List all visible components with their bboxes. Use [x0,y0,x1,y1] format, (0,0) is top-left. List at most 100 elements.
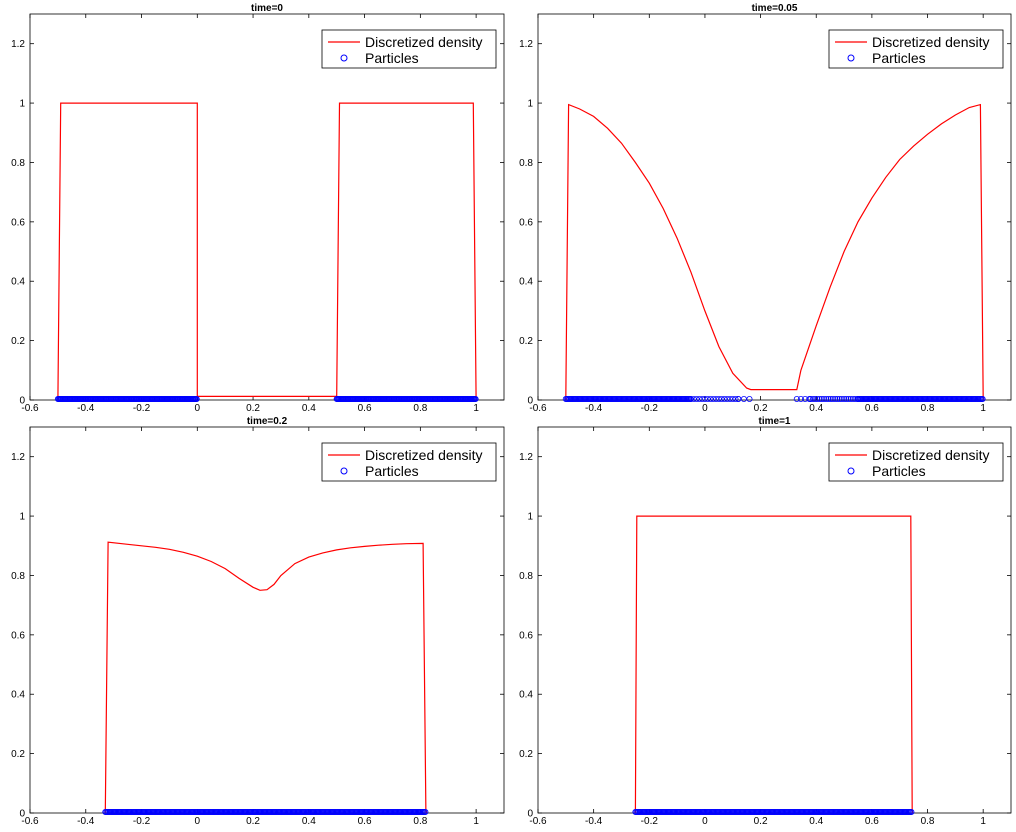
y-tick-label: 0.6 [11,217,25,228]
y-tick-label: 0.8 [11,571,25,582]
x-tick-label: 0.6 [865,816,879,827]
x-tick-label: 0.2 [754,816,768,827]
legend-marker-particles [847,54,855,62]
legend-label-density: Discretized density [365,34,483,50]
axes-box [537,426,1012,814]
particle-point [710,395,717,402]
legend-label-particles: Particles [872,463,926,479]
y-tick-label: 1 [527,512,533,523]
particle-point [718,395,725,402]
x-tick-label: -0.4 [585,403,603,414]
y-tick-label: 1.2 [11,39,25,50]
y-tick-label: 1 [527,99,533,110]
y-tick-label: 0.4 [519,690,533,701]
density-line [634,515,913,814]
particle-point [821,395,828,402]
axes-box [29,426,505,814]
x-tick-label: -0.6 [529,816,547,827]
y-tick-label: 0 [527,396,533,407]
particle-point [193,395,200,402]
particle-point [693,395,700,402]
x-tick-label: -0.6 [529,403,547,414]
x-tick-label: 0.8 [413,403,427,414]
density-line [565,103,984,401]
particle-point [838,395,845,402]
particle-point [843,395,850,402]
particle-point [829,395,836,402]
x-tick-label: -0.2 [641,816,659,827]
x-tick-label: 0.4 [302,816,316,827]
chart-title: time=0.05 [752,3,798,14]
chart-panel-2: time=0.05 -0.6 -0.4 -0.2 0 0.2 0.4 0.6 0.8 1 0 0.2 0… [519,3,1012,414]
legend-marker-particles [847,467,855,475]
x-tick-label: 0.2 [754,403,768,414]
x-tick-label: -0.4 [77,816,95,827]
particle-point [816,395,823,402]
chart-title: time=1 [759,416,791,427]
particle-point [814,395,821,402]
x-tick-label: 0.6 [358,403,372,414]
legend-label-density: Discretized density [365,447,483,463]
chart-title: time=0 [251,3,283,14]
axes-box [29,13,505,401]
particle-point [832,395,839,402]
particle-point [979,395,986,402]
x-tick-label: -0.6 [21,816,39,827]
particle-point [422,809,429,816]
y-tick-label: 1.2 [519,39,533,50]
y-tick-label: 0.8 [519,158,533,169]
particle-point [802,395,809,402]
particle-point [818,395,825,402]
particle-point [812,395,819,402]
y-tick-label: 0.4 [11,690,25,701]
particle-point [836,395,843,402]
particle-point [827,395,834,402]
y-tick-label: 0.6 [519,630,533,641]
y-tick-label: 0.4 [519,277,533,288]
x-tick-label: 0.8 [921,403,935,414]
density-line [57,102,477,401]
particle-point [746,395,753,402]
particle-point [825,395,832,402]
x-tick-label: -0.4 [585,816,603,827]
y-tick-label: 0 [19,809,25,820]
x-tick-label: 0 [195,816,201,827]
particle-point [472,395,479,402]
particle-point [847,395,854,402]
x-tick-label: 0.6 [358,816,372,827]
x-tick-label: 1 [473,816,479,827]
particle-point [908,809,915,816]
x-tick-label: 0 [702,816,708,827]
y-tick-label: 0.2 [519,336,533,347]
x-tick-label: 0.8 [413,816,427,827]
particle-point [841,395,848,402]
x-tick-label: 1 [473,403,479,414]
y-tick-label: 0.2 [11,336,25,347]
y-tick-label: 0 [19,396,25,407]
legend-label-density: Discretized density [872,34,990,50]
particle-point [809,395,816,402]
x-tick-label: 0 [702,403,708,414]
legend-box [321,442,497,482]
particle-point [732,395,739,402]
y-tick-label: 1.2 [519,452,533,463]
particle-point [823,395,830,402]
chart-title: time=0.2 [247,416,288,427]
y-tick-label: 0.8 [11,158,25,169]
legend-label-density: Discretized density [872,447,990,463]
x-tick-label: -0.2 [133,816,151,827]
x-tick-label: 1 [980,816,986,827]
x-tick-label: 0.4 [302,403,316,414]
x-tick-label: 0.4 [809,816,823,827]
y-tick-label: 0.2 [11,749,25,760]
x-tick-label: 0 [195,403,201,414]
y-tick-label: 0.2 [519,749,533,760]
y-tick-label: 1 [19,99,25,110]
y-tick-label: 0.6 [11,630,25,641]
y-tick-label: 0 [527,809,533,820]
chart-panel-4: time=1 -0.6 -0.4 -0.2 0 0.2 0.4 0.6 0.8 1 0 0.2 0.4 0… [519,416,1012,827]
axes-box [537,13,1012,401]
y-tick-label: 0.6 [519,217,533,228]
legend-box [828,29,1004,69]
